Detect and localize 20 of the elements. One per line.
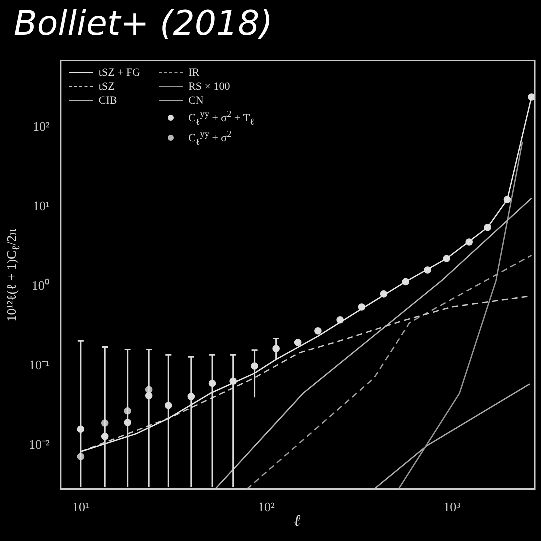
chart-title: Bolliet+ (2018) bbox=[14, 4, 274, 44]
legend-label: tSZ + FG bbox=[98, 66, 141, 79]
legend-label: IR bbox=[188, 66, 200, 79]
legend-label: tSZ bbox=[98, 80, 115, 93]
legend-label: RS × 100 bbox=[188, 80, 230, 93]
x-tick-label: 10¹ bbox=[72, 500, 90, 515]
legend-label: CN bbox=[188, 94, 204, 107]
y-tick-label: 10² bbox=[32, 118, 50, 134]
y-tick-label: 10⁻¹ bbox=[28, 357, 50, 372]
y-tick-label: 10⁰ bbox=[32, 278, 50, 293]
point bbox=[294, 339, 302, 346]
y-tick-label: 10¹ bbox=[32, 198, 50, 214]
y-tick-label: 10⁻² bbox=[28, 436, 50, 452]
legend-label: C$_{ℓ}$$^{yy}$ + σ$^{2}$ bbox=[188, 128, 232, 146]
point bbox=[314, 328, 322, 335]
legend-label: C$_{ℓ}$$^{yy}$ + σ$^{2}$ + T$_{ℓ}$ bbox=[188, 108, 254, 127]
x-tick-label: 10³ bbox=[444, 500, 461, 515]
x-tick-label: 10² bbox=[258, 500, 276, 515]
x-axis-title: ℓ bbox=[294, 513, 301, 532]
legend-label: CIB bbox=[98, 94, 118, 107]
